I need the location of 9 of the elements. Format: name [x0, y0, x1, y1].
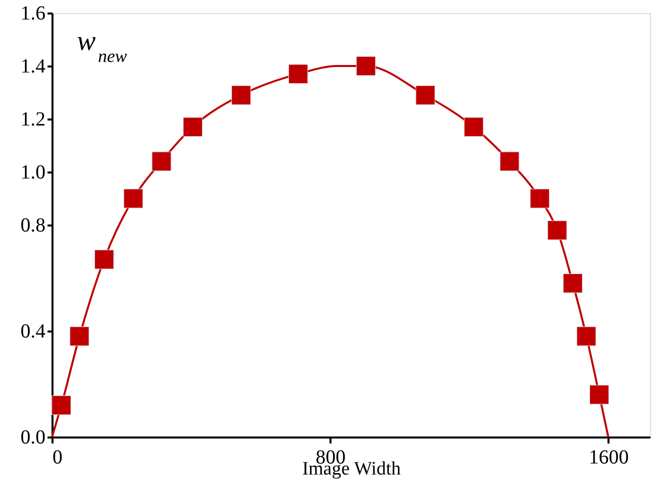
y-tick-label: 1.4: [20, 56, 46, 78]
y-tick-label: 0.0: [20, 426, 46, 448]
y-tick-label: 0.8: [20, 214, 46, 236]
y-tick-label: 1.2: [20, 108, 46, 130]
x-tick-label: 1600: [588, 446, 629, 468]
y-tick-label: 0.4: [20, 320, 46, 342]
x-tick-label: 0: [52, 446, 62, 468]
y-tick-label: 1.6: [20, 2, 46, 24]
y-tick-label: 1.0: [20, 162, 46, 184]
